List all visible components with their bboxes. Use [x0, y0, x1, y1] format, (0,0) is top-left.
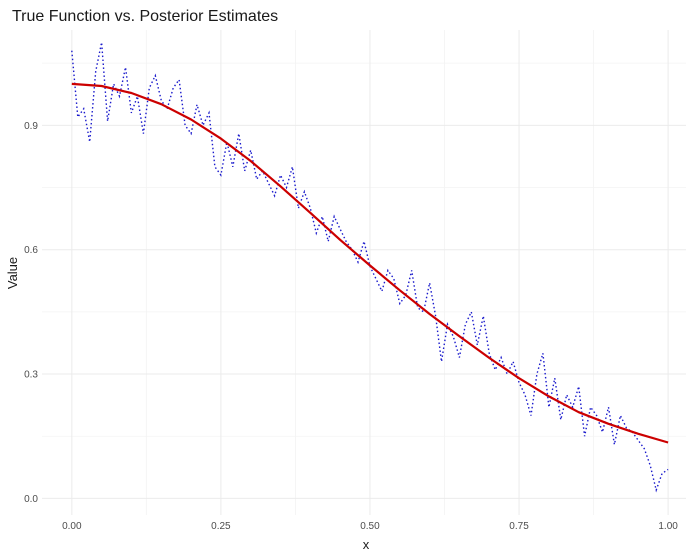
y-axis-ticks: 0.0 0.3 0.6 0.9	[24, 121, 38, 505]
chart-title: True Function vs. Posterior Estimates	[12, 8, 278, 25]
grid	[42, 30, 686, 515]
x-tick-label: 0.75	[509, 521, 529, 532]
y-tick-label: 0.9	[24, 121, 38, 132]
x-axis-ticks: 0.00 0.25 0.50 0.75 1.00	[62, 521, 678, 532]
x-tick-label: 1.00	[658, 521, 678, 532]
y-tick-label: 0.6	[24, 245, 38, 256]
y-axis-label: Value	[5, 257, 20, 289]
y-tick-label: 0.3	[24, 370, 38, 381]
series-group	[71, 42, 669, 493]
x-tick-label: 0.50	[360, 521, 380, 532]
true-function-line	[71, 82, 669, 444]
x-tick-label: 0.25	[211, 521, 231, 532]
x-tick-label: 0.00	[62, 521, 82, 532]
y-tick-label: 0.0	[24, 494, 38, 505]
x-axis-label: x	[363, 537, 370, 552]
